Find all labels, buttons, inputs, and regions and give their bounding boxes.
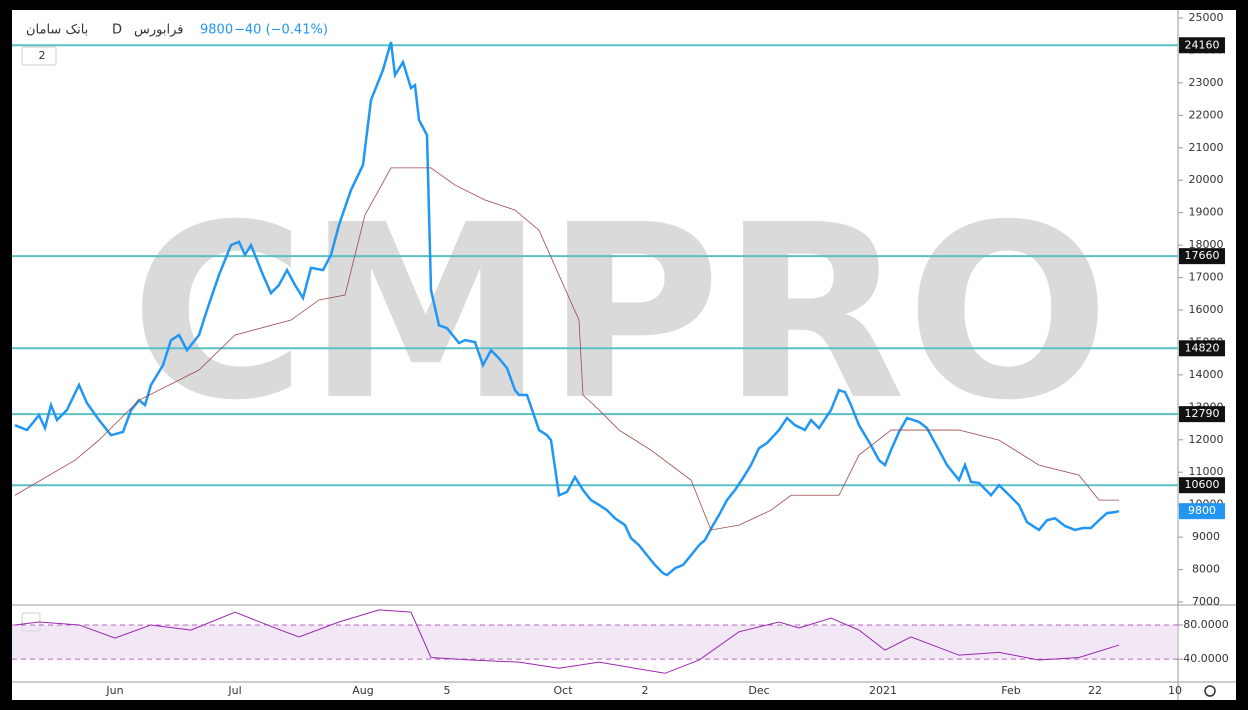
- symbol: بانک سامان: [26, 23, 88, 38]
- y-tick-label: 11000: [1189, 465, 1224, 478]
- watermark: CMPRO: [130, 173, 1110, 453]
- level-tag: [1179, 37, 1225, 54]
- level-label: 17660: [1185, 249, 1220, 262]
- y-tick-label: 8000: [1192, 563, 1220, 576]
- y-tick-label: 18000: [1189, 238, 1224, 251]
- x-tick-label: 2: [642, 684, 649, 697]
- collapse-count[interactable]: 2: [39, 49, 46, 62]
- y-tick-label: 20000: [1189, 173, 1224, 186]
- y-tick-label: 14000: [1189, 368, 1224, 381]
- x-tick-label: Jun: [105, 684, 123, 697]
- rsi-band: [12, 624, 1178, 660]
- x-tick-label: 5: [444, 684, 451, 697]
- collapse-button[interactable]: [21, 46, 57, 66]
- y-tick-label: 12000: [1189, 433, 1224, 446]
- level-tag: [1179, 340, 1225, 357]
- x-tick-label: Jul: [227, 684, 241, 697]
- price-tag-label: 9800: [1188, 504, 1216, 517]
- y-tick-label: 22000: [1189, 108, 1224, 121]
- x-tick-label: Aug: [352, 684, 373, 697]
- x-tick-label: 10: [1168, 684, 1182, 697]
- y-tick-label: 21000: [1189, 141, 1224, 154]
- y-tick-label: 23000: [1189, 76, 1224, 89]
- chart-background: [12, 10, 1236, 700]
- level-label: 12790: [1185, 407, 1220, 420]
- x-tick-label: Oct: [553, 684, 573, 697]
- y-tick-label: 40.0000: [1183, 652, 1229, 665]
- settings-icon[interactable]: [1204, 685, 1216, 697]
- x-tick-label: Feb: [1001, 684, 1020, 697]
- level-label: 10600: [1185, 478, 1220, 491]
- price-tag: [1179, 503, 1225, 520]
- x-tick-label: 22: [1088, 684, 1102, 697]
- level-label: 14820: [1185, 341, 1220, 354]
- price-line: [14, 41, 1120, 577]
- level-label: 24160: [1185, 38, 1220, 51]
- y-tick-label: 17000: [1189, 271, 1224, 284]
- y-tick-label: 7000: [1192, 595, 1220, 608]
- level-tag: [1179, 406, 1225, 423]
- y-tick-label: 25000: [1189, 11, 1224, 24]
- change: −40 (−0.41%): [234, 23, 328, 38]
- price-line: [14, 609, 1120, 674]
- x-tick-label: 2021: [869, 684, 897, 697]
- x-tick-label: Dec: [748, 684, 769, 697]
- level-tag: [1179, 248, 1225, 265]
- y-tick-label: 80.0000: [1183, 618, 1229, 631]
- price-line: [14, 167, 1119, 531]
- interval: D: [112, 23, 122, 38]
- y-tick-label: 19000: [1189, 206, 1224, 219]
- price: 9800: [200, 23, 233, 38]
- y-tick-label: 16000: [1189, 303, 1224, 316]
- level-tag: [1179, 477, 1225, 494]
- y-tick-label: 9000: [1192, 530, 1220, 543]
- exchange: فرابورس: [134, 23, 183, 38]
